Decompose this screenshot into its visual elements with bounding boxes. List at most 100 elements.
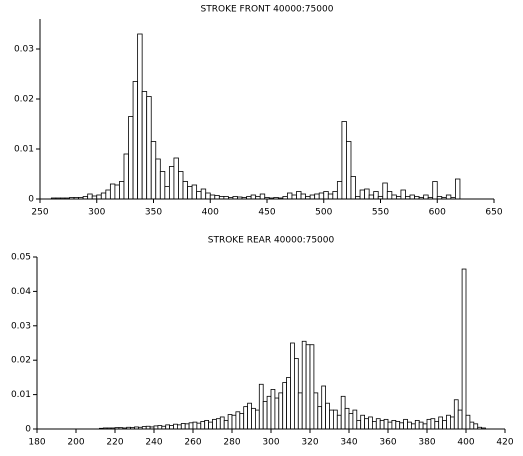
x-tick-label: 550 [372, 208, 389, 218]
bar [305, 344, 311, 430]
x-tick-label: 240 [145, 438, 162, 448]
bar [386, 191, 393, 200]
bar [137, 33, 143, 200]
bar [128, 116, 134, 200]
bar [282, 382, 288, 430]
bar [327, 193, 334, 200]
bar [173, 157, 179, 200]
bar [291, 194, 297, 200]
bar [196, 191, 202, 200]
bar [375, 418, 381, 430]
bar [239, 413, 245, 430]
bar [251, 407, 256, 430]
bar [219, 416, 225, 430]
bar [243, 406, 248, 430]
y-tick-label: 0.02 [11, 356, 31, 366]
bar [293, 358, 299, 430]
x-tick-label: 340 [340, 438, 357, 448]
y-tick-label: 0 [28, 195, 34, 205]
bar [223, 419, 229, 430]
x-tick-label: 380 [418, 438, 435, 448]
bar [157, 425, 163, 430]
bar [403, 418, 408, 430]
chart-title: STROKE FRONT 40000:75000 [201, 5, 334, 15]
bar [314, 193, 320, 200]
bar [204, 419, 209, 430]
x-tick-label: 350 [145, 208, 162, 218]
bar [379, 419, 385, 430]
bar [176, 424, 182, 430]
bar [346, 141, 352, 200]
bar [169, 425, 174, 430]
bar [191, 184, 198, 200]
bar [231, 414, 237, 430]
bar [336, 181, 343, 200]
bar [258, 383, 264, 430]
bar [192, 421, 198, 430]
x-tick-label: 650 [485, 208, 502, 218]
x-tick-label: 320 [301, 438, 318, 448]
bar [359, 189, 366, 200]
bar [200, 421, 206, 430]
bar [442, 419, 447, 430]
bar [182, 181, 188, 200]
bar [409, 194, 415, 200]
x-tick-label: 180 [28, 438, 45, 448]
bar [391, 419, 397, 430]
bar [178, 171, 184, 200]
y-tick-label: 0.03 [11, 321, 31, 331]
bar [371, 421, 377, 430]
bar [184, 423, 190, 430]
bar [187, 186, 193, 200]
bar [400, 189, 406, 200]
bar [114, 184, 120, 200]
bar [453, 399, 459, 430]
bar [100, 192, 107, 200]
x-tick-label: 300 [262, 438, 279, 448]
bar [364, 188, 370, 200]
bar [340, 395, 346, 430]
bar [329, 409, 334, 430]
bar [200, 188, 207, 200]
bar [318, 192, 325, 200]
bar [141, 91, 148, 200]
bar [188, 422, 194, 430]
bar [212, 418, 217, 430]
x-tick-label: 360 [379, 438, 396, 448]
bar [360, 414, 366, 430]
bar [446, 414, 451, 430]
bar [350, 176, 356, 200]
x-tick-label: 420 [496, 438, 513, 448]
bar [368, 416, 373, 430]
bar [423, 194, 429, 200]
bar [301, 340, 307, 430]
bar [387, 421, 393, 430]
bar [119, 181, 125, 200]
bar [321, 385, 327, 430]
bar [410, 423, 416, 430]
bar [165, 424, 170, 430]
y-tick-label: 0.02 [14, 95, 34, 105]
bar [254, 409, 260, 430]
bar [209, 194, 216, 200]
bar [430, 418, 436, 430]
x-tick-label: 600 [429, 208, 446, 218]
x-tick-label: 250 [31, 208, 48, 218]
bar [422, 423, 428, 430]
bar [382, 182, 388, 200]
bar [215, 418, 221, 430]
bar [214, 195, 220, 200]
bar [309, 194, 316, 200]
bar [155, 158, 161, 200]
x-tick-label: 400 [457, 438, 474, 448]
bar [457, 409, 463, 430]
bar [109, 183, 116, 200]
bar [407, 421, 412, 430]
bar [352, 409, 358, 430]
bar [461, 268, 467, 430]
y-tick-label: 0.01 [11, 390, 31, 400]
bar [469, 421, 475, 430]
bar [465, 414, 471, 430]
bar [286, 376, 291, 430]
